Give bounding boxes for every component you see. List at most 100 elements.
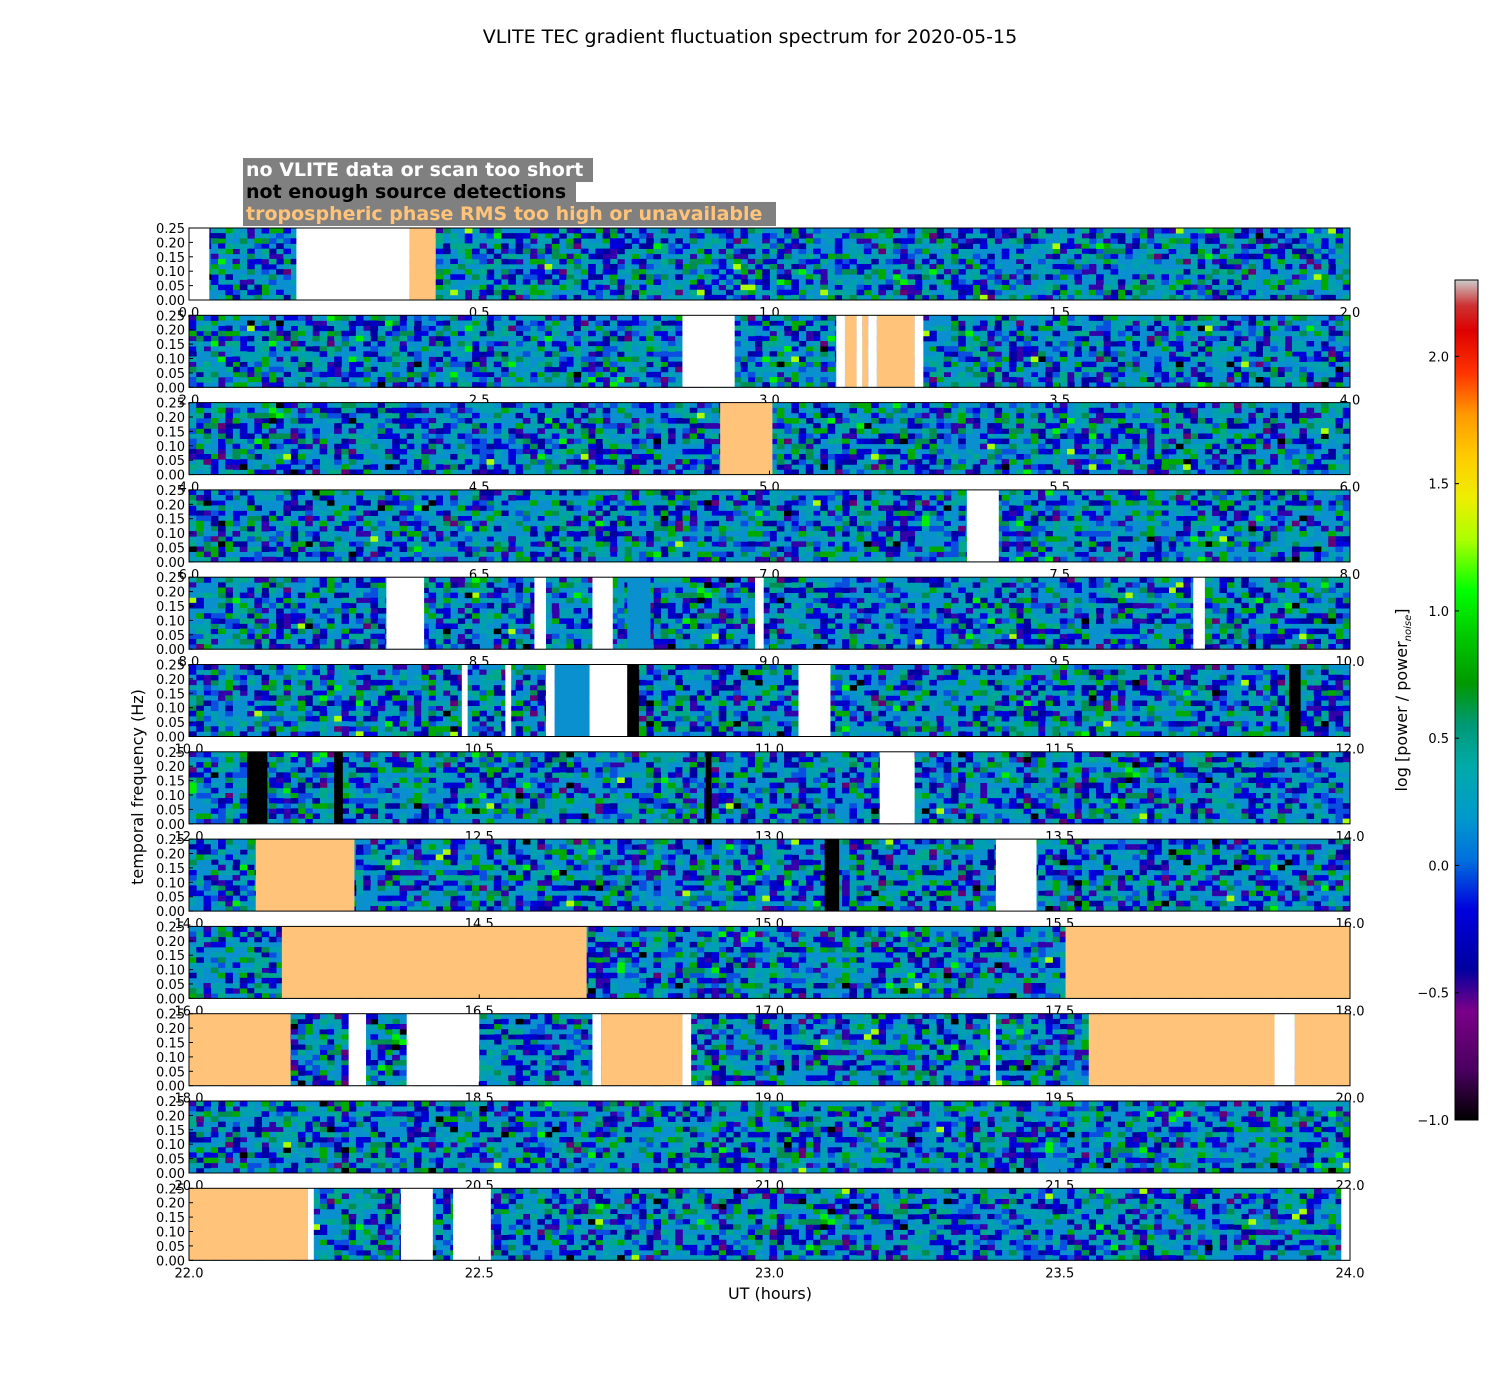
heatmap-cell-group: [196, 1101, 1351, 1174]
flag-block-orange: [189, 1013, 291, 1086]
flag-block-white: [534, 577, 547, 650]
panel-1: 0.000.050.100.150.200.252.0 2.5 3.0 3.5 4.0: [156, 309, 1360, 408]
heatmap-cell-group: [203, 1013, 1351, 1087]
y-tick-label: 0.20: [156, 1022, 185, 1037]
y-tick-label: 0.05: [156, 978, 185, 993]
flag-block-white: [1193, 577, 1205, 650]
y-tick-label: 0.10: [156, 702, 185, 717]
flag-block-orange: [255, 839, 355, 912]
y-tick-label: 0.10: [156, 614, 185, 629]
flag-block-white: [296, 228, 410, 300]
y-tick-label: 0.25: [156, 833, 185, 848]
y-tick-label: 0.10: [156, 1138, 185, 1153]
y-tick-label: 0.00: [156, 1167, 185, 1182]
flag-block-white: [592, 577, 613, 650]
flag-block-white: [836, 315, 845, 388]
flag-block-white: [189, 228, 210, 300]
panel-2: 0.000.050.100.150.200.254.0 4.5 5.0 5.5 6.0: [156, 397, 1360, 496]
heatmap-cell-group: [196, 577, 1344, 650]
y-tick-label: 0.25: [156, 1008, 185, 1023]
heatmap-cell-group: [189, 751, 1322, 825]
flag-block-orange: [189, 1188, 309, 1261]
y-tick-label: 0.20: [156, 760, 185, 775]
y-tick-label: 0.00: [156, 1254, 185, 1269]
legend-box-3: [243, 202, 776, 226]
x-axis-label: UT (hours): [728, 1284, 812, 1303]
y-tick-label: 0.25: [156, 571, 185, 586]
flag-block-white: [682, 315, 735, 388]
heatmap-cell-group: [189, 402, 1351, 475]
y-tick-label: 0.05: [156, 803, 185, 818]
colorbar-label-end: ]: [1392, 608, 1411, 614]
heatmap-cell-group: [189, 839, 1351, 912]
heatmap-cell-group: [189, 489, 1344, 563]
flag-block-white: [400, 1188, 433, 1261]
colorbar-label-sub: noise: [1403, 615, 1414, 642]
heatmap-cell-group: [196, 751, 1344, 825]
y-tick-label: 0.20: [156, 935, 185, 950]
heatmap-cells: [189, 577, 1351, 650]
colorbar-tick-label: 0.0: [1428, 859, 1449, 874]
legend-label-troposphere: tropospheric phase RMS too high or unava…: [246, 203, 762, 225]
heatmap-cells: [189, 751, 1351, 825]
heatmap-cells: [189, 315, 1351, 388]
heatmap-cell-group: [196, 1188, 1351, 1261]
panel-0: 0.000.050.100.150.200.250.0 0.5 1.0 1.5 2.0: [156, 222, 1360, 321]
legend-box-1: [243, 158, 593, 182]
y-tick-label: 0.05: [156, 716, 185, 731]
y-tick-label: 0.15: [156, 949, 185, 964]
y-tick-label: 0.25: [156, 659, 185, 674]
flag-block-white: [868, 315, 877, 388]
y-tick-label: 0.15: [156, 251, 185, 266]
panel-3: 0.000.050.100.150.200.256.0 6.5 7.0 7.5 8.0: [156, 484, 1360, 583]
heatmap-cell-group: [196, 926, 1351, 999]
flag-block-white: [348, 1013, 367, 1086]
heatmap-cell-group: [189, 402, 1351, 475]
heatmap-cell-group: [210, 839, 1351, 912]
colorbar-tick-label: −0.5: [1417, 987, 1449, 1002]
heatmap-cells: [189, 1101, 1351, 1174]
flag-block-white: [682, 1013, 692, 1086]
heatmap-cell-group: [203, 1101, 1351, 1174]
heatmap-cell-group: [196, 1188, 1351, 1261]
heatmap-cell-group: [196, 577, 1351, 650]
flag-block-white: [914, 315, 924, 388]
flag-block-white: [1274, 1013, 1295, 1086]
heatmap-cells: [189, 228, 1351, 301]
heatmap-cell-group: [189, 664, 1351, 737]
heatmap-cells: [189, 1188, 1351, 1261]
colorbar-tick-label: 0.5: [1428, 732, 1449, 747]
y-tick-label: 0.15: [156, 775, 185, 790]
heatmap-cell-group: [218, 751, 1351, 825]
flag-block-orange: [876, 315, 915, 388]
x-tick-label: 24.0: [1336, 1266, 1365, 1281]
flag-block-white: [798, 664, 831, 737]
flag-block-white: [754, 577, 764, 650]
y-tick-label: 0.05: [156, 542, 185, 557]
x-tick-label: 23.5: [1045, 1266, 1074, 1281]
panel-11: 0.000.050.100.150.200.25 22.0 22.5 23.0 23.5…: [156, 1182, 1364, 1281]
y-tick-label: 0.20: [156, 324, 185, 339]
y-tick-label: 0.25: [156, 1182, 185, 1197]
flag-block-white: [990, 1013, 996, 1086]
y-tick-label: 0.10: [156, 527, 185, 542]
heatmap-cell-group: [537, 1101, 1344, 1169]
y-tick-label: 0.00: [156, 643, 185, 658]
heatmap-cell-group: [189, 315, 1351, 388]
flag-block-orange: [409, 228, 436, 300]
y-tick-label: 0.00: [156, 992, 185, 1007]
flag-block-orange: [601, 1013, 683, 1086]
y-tick-label: 0.15: [156, 862, 185, 877]
x-tick-label: 23.0: [755, 1266, 784, 1281]
y-tick-label: 0.05: [156, 891, 185, 906]
flag-block-blue: [554, 664, 590, 737]
flag-block-black: [627, 664, 639, 737]
flag-block-orange: [844, 315, 857, 388]
heatmap-cell-group: [355, 931, 1329, 999]
y-tick-label: 0.25: [156, 1095, 185, 1110]
flag-block-white: [461, 664, 468, 737]
